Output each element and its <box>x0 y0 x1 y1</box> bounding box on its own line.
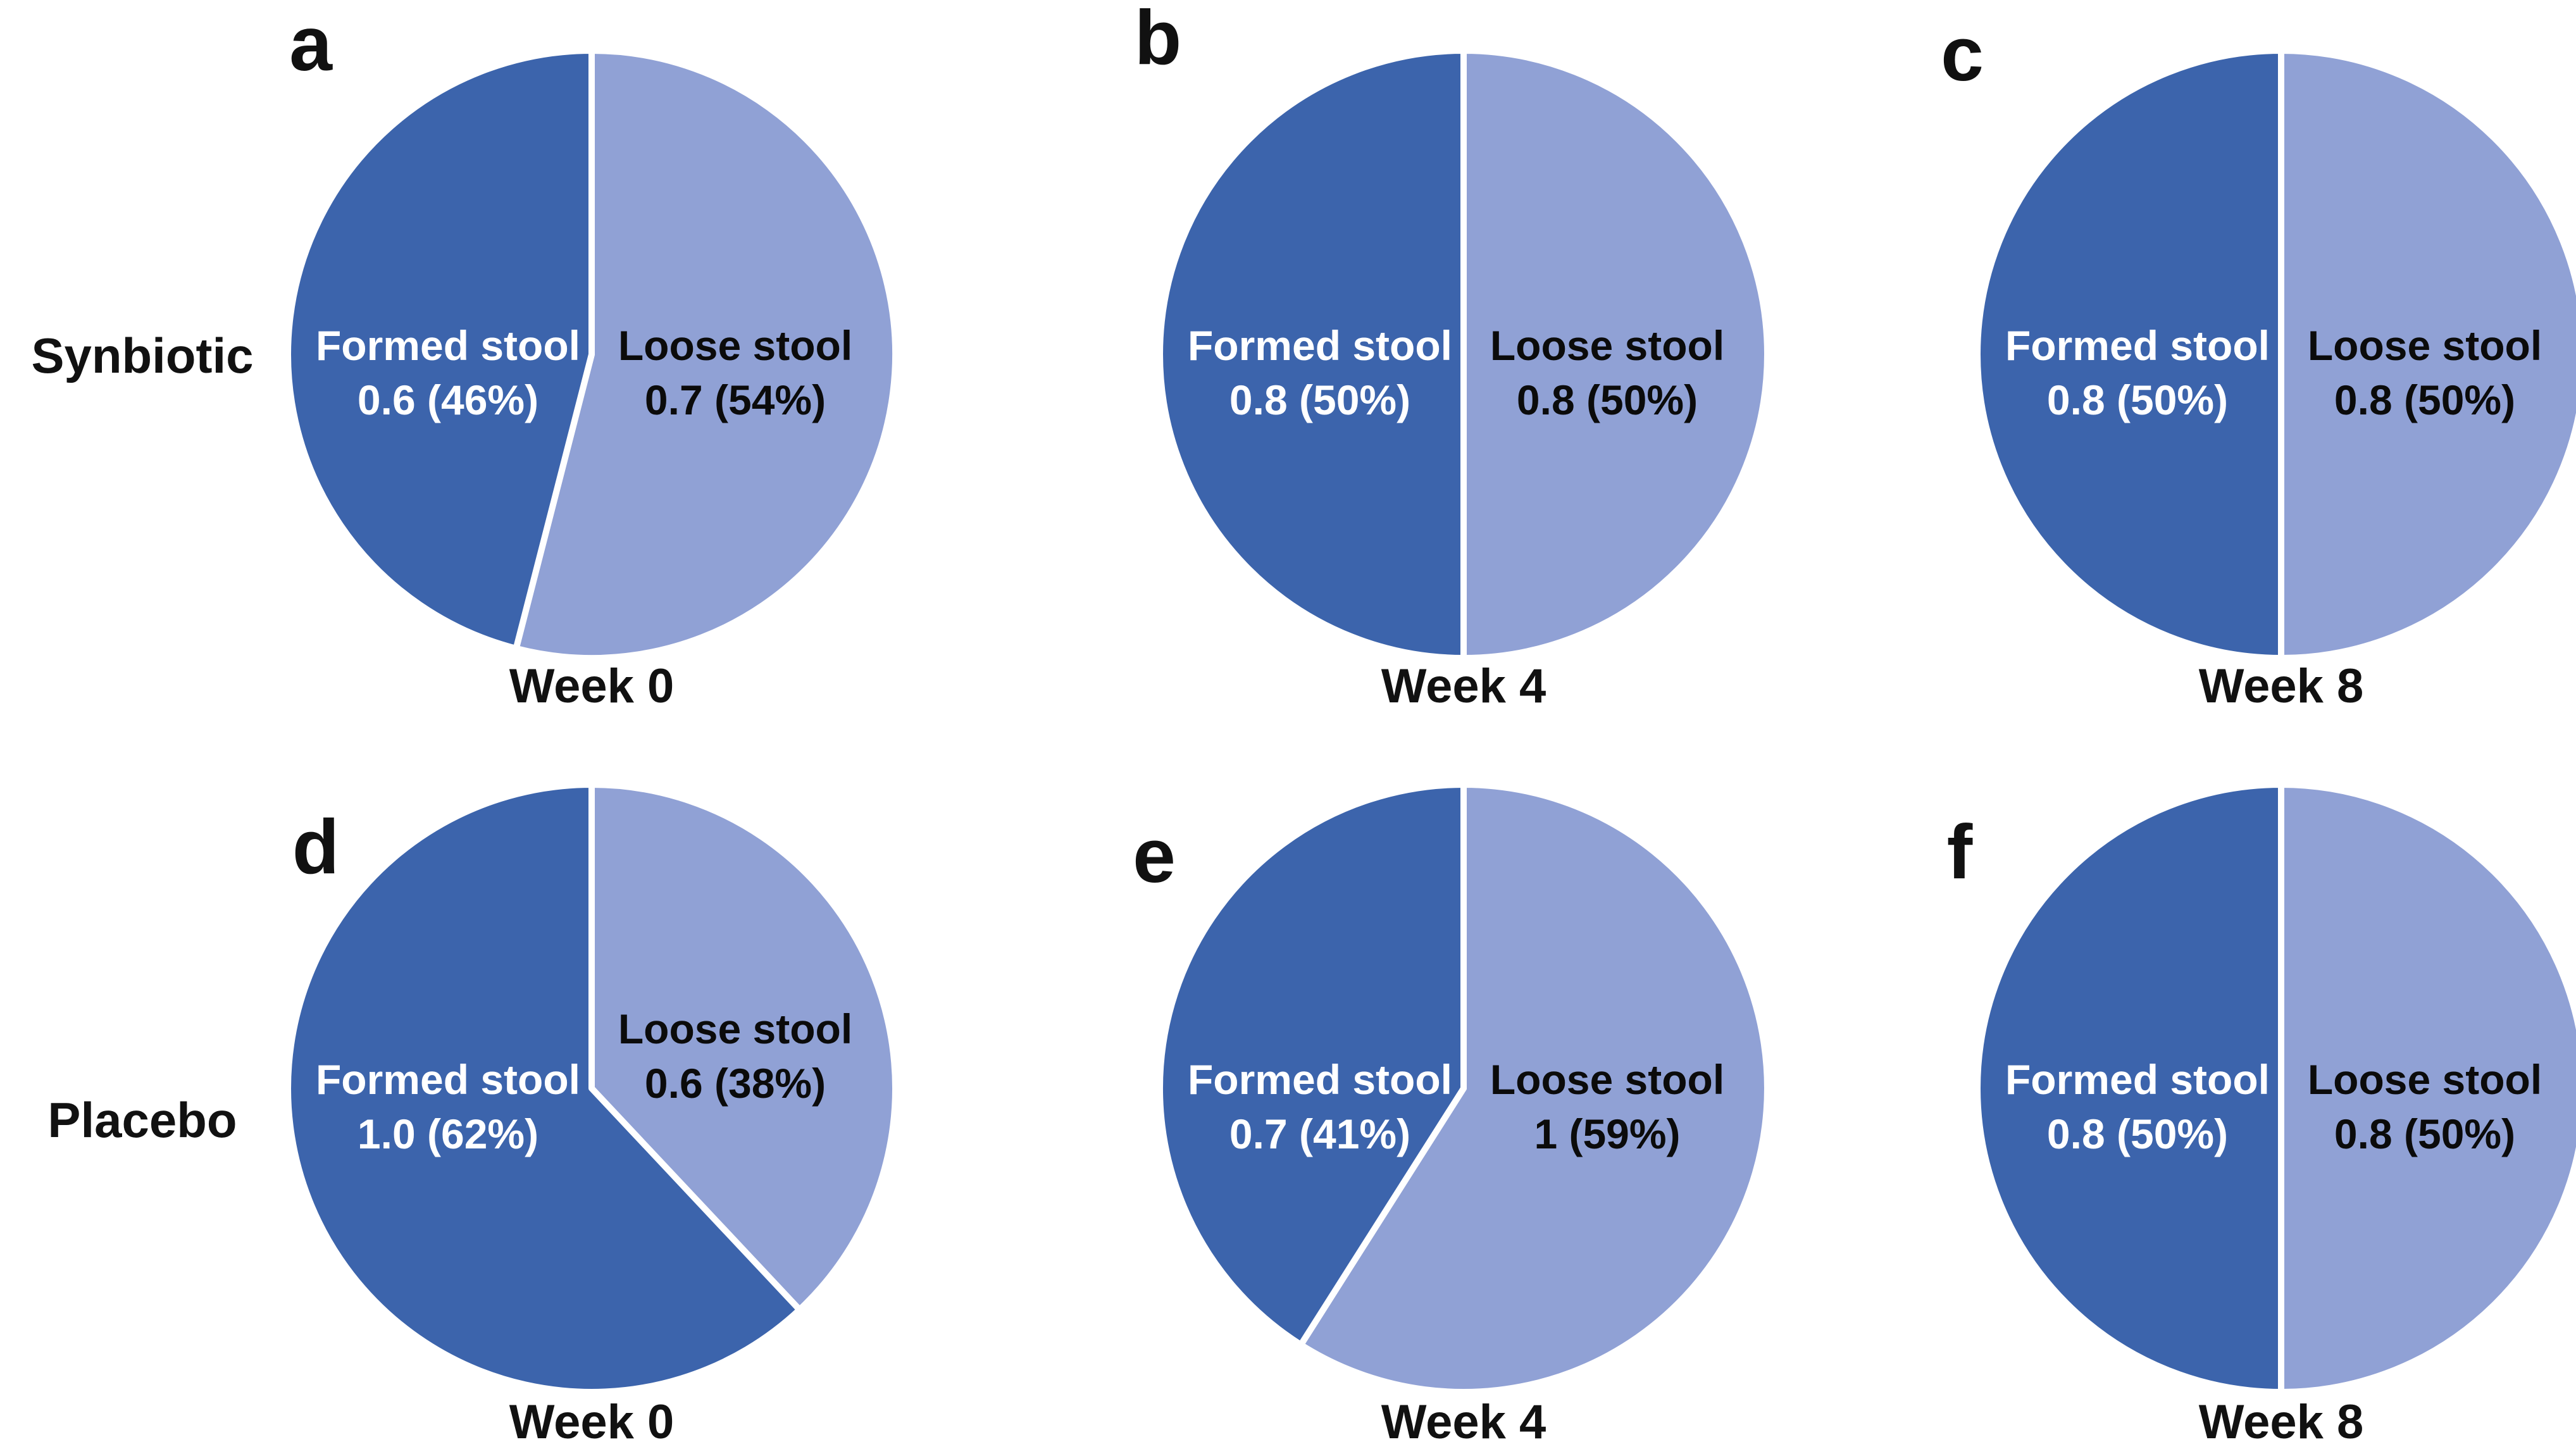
formed-stool-slice-label: Formed stool 1.0 (62%) <box>258 1053 638 1162</box>
pie-synbiotic-week0: Formed stool 0.6 (46%) Loose stool 0.7 (… <box>275 38 908 671</box>
week-caption-c: Week 8 <box>2198 659 2364 713</box>
pie-chart-d <box>285 781 899 1395</box>
slice-value: 0.8 (50%) <box>2046 376 2229 423</box>
row-label-placebo: Placebo <box>47 1092 237 1148</box>
row-label-synbiotic: Synbiotic <box>31 328 254 383</box>
slice-value: 1 (59%) <box>1534 1110 1681 1157</box>
pie-placebo-week0: Formed stool 1.0 (62%) Loose stool 0.6 (… <box>275 772 908 1405</box>
pie-placebo-week4: Formed stool 0.7 (41%) Loose stool 1 (59… <box>1147 772 1780 1405</box>
slice-value: 0.8 (50%) <box>2046 1110 2229 1157</box>
panel-letter-b: b <box>1134 0 1182 80</box>
slice-name: Formed stool <box>2005 1056 2270 1103</box>
week-caption-a: Week 0 <box>509 659 675 713</box>
slice-name: Loose stool <box>618 322 853 369</box>
slice-value: 1.0 (62%) <box>357 1110 539 1157</box>
pie-chart-f <box>1974 781 2576 1395</box>
slice-name: Formed stool <box>315 322 580 369</box>
slice-name: Loose stool <box>2307 1056 2542 1103</box>
pie-synbiotic-week4: Formed stool 0.8 (50%) Loose stool 0.8 (… <box>1147 38 1780 671</box>
formed-stool-slice-label: Formed stool 0.8 (50%) <box>1948 1053 2327 1162</box>
slice-value: 0.7 (54%) <box>644 376 826 423</box>
panel-letter-a: a <box>289 1 332 87</box>
slice-name: Formed stool <box>1187 322 1452 369</box>
week-caption-e: Week 4 <box>1381 1395 1546 1449</box>
slice-name: Formed stool <box>1187 1056 1452 1103</box>
pie-chart-a <box>285 47 899 661</box>
slice-name: Formed stool <box>2005 322 2270 369</box>
loose-stool-slice-label: Loose stool 0.6 (38%) <box>545 1002 925 1111</box>
panel-letter-d: d <box>292 804 340 890</box>
formed-stool-slice-label: Formed stool 0.7 (41%) <box>1130 1053 1510 1162</box>
loose-stool-slice-label: Loose stool 0.8 (50%) <box>2235 1053 2576 1162</box>
formed-stool-slice-label: Formed stool 0.8 (50%) <box>1130 319 1510 428</box>
week-caption-b: Week 4 <box>1381 659 1546 713</box>
panel-letter-c: c <box>1941 11 1984 97</box>
loose-stool-slice-label: Loose stool 0.8 (50%) <box>2235 319 2576 428</box>
panel-letter-f: f <box>1946 809 1973 895</box>
week-caption-d: Week 0 <box>509 1395 675 1449</box>
slice-name: Loose stool <box>618 1005 853 1052</box>
pie-placebo-week8: Formed stool 0.8 (50%) Loose stool 0.8 (… <box>1965 772 2576 1405</box>
loose-stool-slice-label: Loose stool 0.7 (54%) <box>545 319 925 428</box>
pie-chart-c <box>1974 47 2576 661</box>
formed-stool-slice-label: Formed stool 0.6 (46%) <box>258 319 638 428</box>
slice-value: 0.6 (46%) <box>357 376 539 423</box>
panel-letter-e: e <box>1133 812 1176 899</box>
formed-stool-slice-label: Formed stool 0.8 (50%) <box>1948 319 2327 428</box>
slice-value: 0.8 (50%) <box>2334 1110 2516 1157</box>
pie-synbiotic-week8: Formed stool 0.8 (50%) Loose stool 0.8 (… <box>1965 38 2576 671</box>
slice-name: Loose stool <box>2307 322 2542 369</box>
pie-chart-e <box>1157 781 1770 1395</box>
loose-stool-slice-label: Loose stool 0.8 (50%) <box>1417 319 1797 428</box>
slice-name: Loose stool <box>1490 1056 1725 1103</box>
pie-chart-b <box>1157 47 1770 661</box>
slice-value: 0.6 (38%) <box>644 1059 826 1107</box>
slice-value: 0.8 (50%) <box>1229 376 1411 423</box>
week-caption-f: Week 8 <box>2198 1395 2364 1449</box>
slice-name: Loose stool <box>1490 322 1725 369</box>
slice-value: 0.8 (50%) <box>2334 376 2516 423</box>
slice-value: 0.8 (50%) <box>1516 376 1698 423</box>
loose-stool-slice-label: Loose stool 1 (59%) <box>1417 1053 1797 1162</box>
slice-name: Formed stool <box>315 1056 580 1103</box>
slice-value: 0.7 (41%) <box>1229 1110 1411 1157</box>
